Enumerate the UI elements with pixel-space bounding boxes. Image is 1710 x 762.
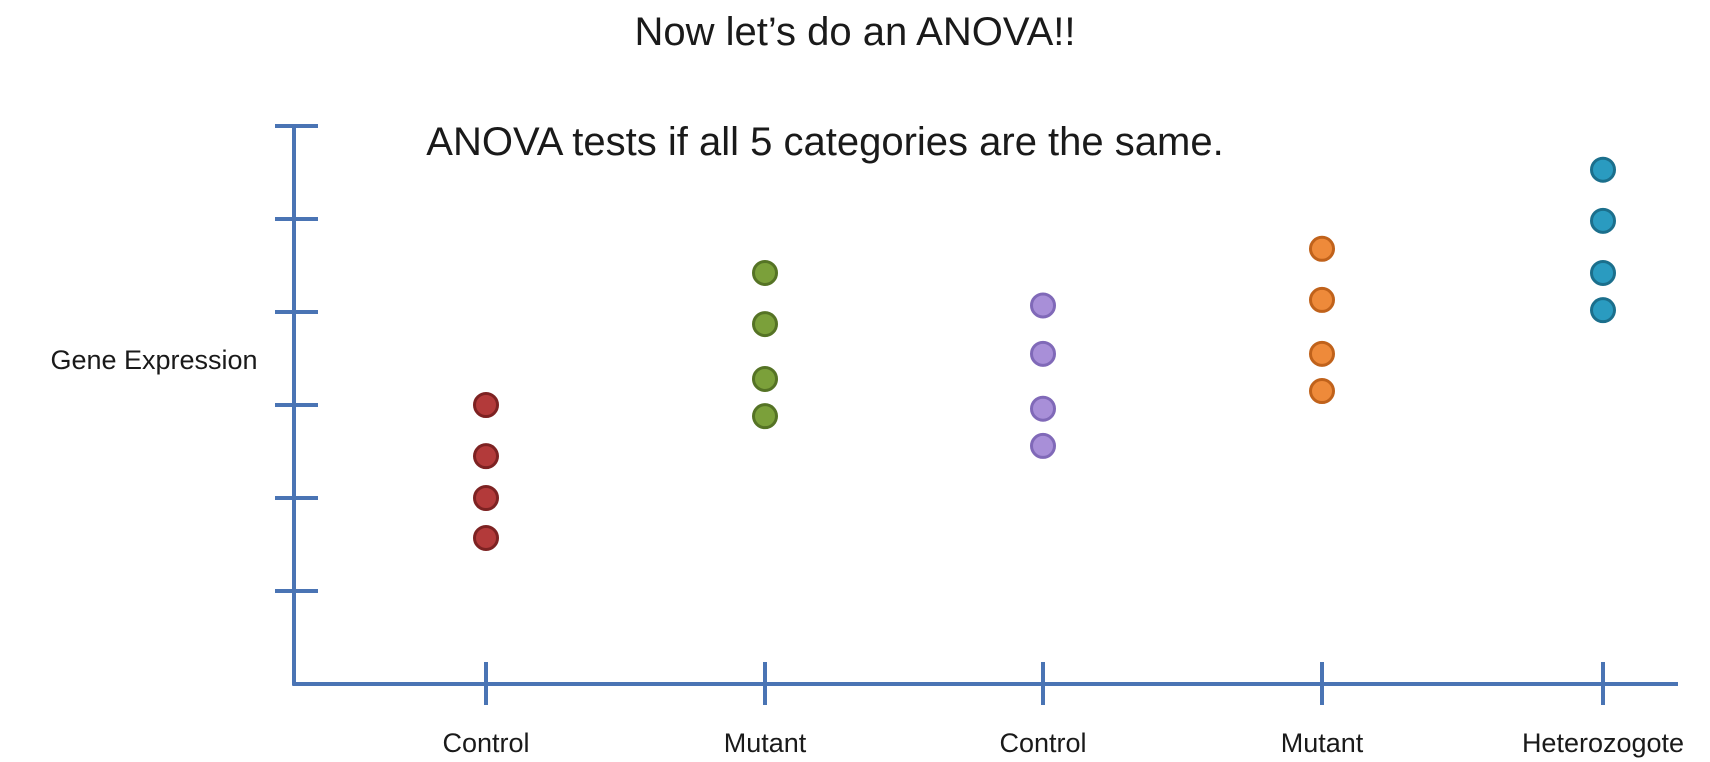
data-point	[1590, 207, 1616, 234]
y-axis-label: Gene Expression	[50, 345, 258, 375]
data-point	[1030, 292, 1056, 319]
slide-subtitle: ANOVA tests if all 5 categories are the …	[426, 120, 1224, 164]
data-point	[752, 311, 778, 338]
chart-ticks	[275, 124, 1605, 705]
data-point	[1590, 259, 1616, 286]
data-point	[473, 443, 499, 470]
data-point	[1030, 395, 1056, 422]
chart-category-labels: Control Mutant Control Mutant Heterozogote	[442, 728, 1684, 758]
x-tick-label: Heterozogote	[1522, 728, 1684, 758]
data-point	[1309, 378, 1335, 405]
data-point	[473, 524, 499, 551]
data-point	[473, 392, 499, 418]
data-point	[1590, 297, 1616, 324]
x-tick-label: Mutant	[1281, 728, 1364, 758]
x-tick-label: Control	[999, 728, 1086, 758]
data-point	[1030, 340, 1056, 367]
data-point	[1030, 432, 1056, 459]
data-point	[1590, 156, 1616, 183]
data-point	[473, 485, 499, 511]
data-point	[752, 365, 778, 392]
data-point	[752, 259, 778, 286]
x-tick-label: Control	[442, 728, 529, 758]
data-point	[1309, 340, 1335, 367]
data-point	[752, 403, 778, 430]
data-point	[1309, 235, 1335, 262]
chart-axes	[292, 126, 1678, 686]
slide-title: Now let’s do an ANOVA!!	[634, 10, 1076, 54]
chart-points	[473, 156, 1616, 551]
data-point	[1309, 286, 1335, 313]
x-tick-label: Mutant	[724, 728, 807, 758]
